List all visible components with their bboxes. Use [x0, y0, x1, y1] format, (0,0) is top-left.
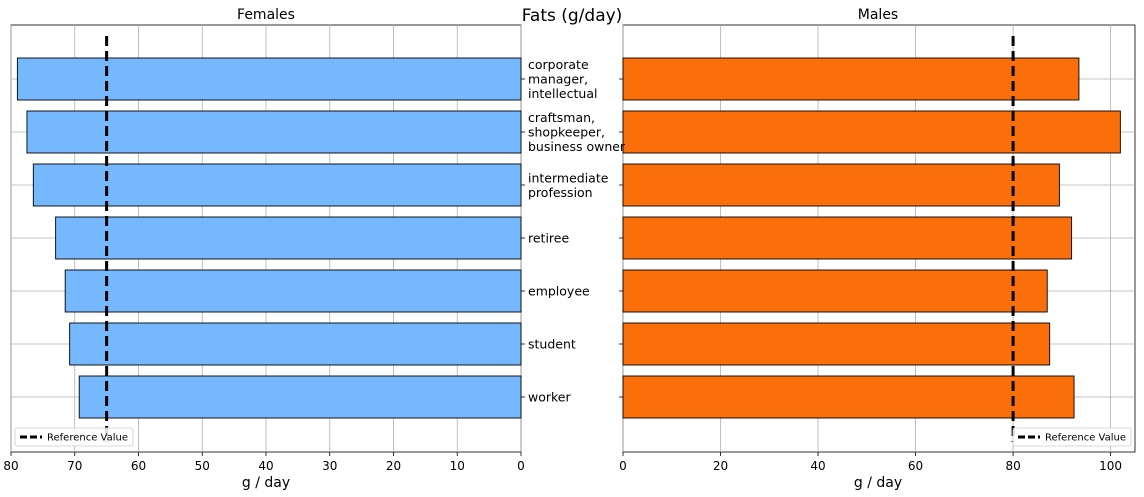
males-x-tick-label: 80 [1005, 459, 1020, 473]
males-bar [622, 110, 1121, 154]
females-bars [16, 57, 522, 419]
category-label: intermediate profession [528, 170, 609, 200]
females-bar [64, 269, 522, 313]
females-panel-title: Females [237, 7, 295, 23]
males-bar [622, 375, 1075, 419]
males-legend-label: Reference Value [1045, 433, 1126, 444]
males-legend-box [1012, 427, 1132, 447]
females-x-tick-label: 0 [517, 459, 525, 473]
category-label: worker [528, 390, 571, 405]
males-x-tick-label: 0 [619, 459, 627, 473]
males-x-tick-label: 100 [1099, 459, 1122, 473]
females-x-tick-label: 20 [386, 459, 401, 473]
females-bar [69, 322, 522, 366]
females-bar [16, 57, 522, 101]
females-x-tick-label: 10 [450, 459, 465, 473]
males-x-ticks: 0 20 40 60 80 100 [619, 78, 1122, 473]
males-x-tick-label: 20 [713, 459, 728, 473]
females-bar [78, 375, 522, 419]
females-x-tick-label: 70 [67, 459, 82, 473]
females-bar [32, 163, 522, 207]
males-legend: Reference Value [1012, 427, 1132, 447]
females-bar [26, 110, 522, 154]
category-label: student [528, 337, 576, 352]
males-x-axis-label: g / day [854, 475, 902, 491]
males-bar [622, 216, 1073, 260]
chart-title: Fats (g/day) [522, 6, 623, 26]
males-x-tick-label: 60 [908, 459, 923, 473]
males-panel-title: Males [858, 7, 898, 23]
males-bar [622, 322, 1051, 366]
category-label: craftsman, shopkeeper, business owner [528, 110, 626, 154]
females-legend: Reference Value [14, 427, 134, 447]
males-x-tick-label: 40 [810, 459, 825, 473]
females-panel: Females 80 70 60 50 40 30 20 10 0 g / day Refere… [3, 7, 525, 491]
females-bar [55, 216, 522, 260]
females-x-tick-label: 60 [131, 459, 146, 473]
category-labels: corporate manager, intellectual craftsman, s… [528, 57, 626, 405]
females-x-tick-label: 40 [258, 459, 273, 473]
males-bars [622, 57, 1121, 419]
category-label: retiree [528, 231, 569, 246]
females-legend-box [14, 427, 134, 447]
females-x-axis-label: g / day [242, 475, 290, 491]
males-bar [622, 57, 1080, 101]
males-bar [622, 163, 1060, 207]
males-bar [622, 269, 1048, 313]
females-x-tick-label: 50 [195, 459, 210, 473]
males-panel: Males 0 20 40 60 80 100 g / day Reference Val… [619, 7, 1136, 491]
category-label: employee [528, 284, 590, 299]
females-legend-label: Reference Value [47, 433, 128, 444]
females-x-ticks: 80 70 60 50 40 30 20 10 0 [3, 78, 525, 473]
category-label: corporate manager, intellectual [528, 57, 597, 101]
females-x-tick-label: 80 [3, 459, 18, 473]
females-x-tick-label: 30 [322, 459, 337, 473]
